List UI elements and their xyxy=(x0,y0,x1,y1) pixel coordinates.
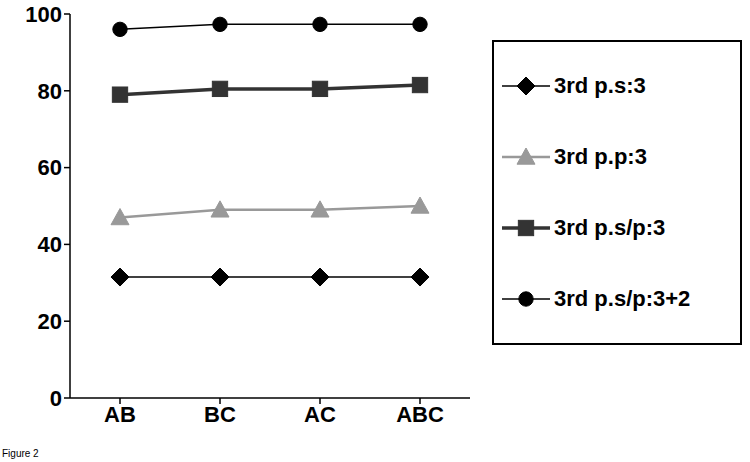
svg-text:0: 0 xyxy=(50,386,62,411)
html-text:3rd p.s:3: 3rd p.s:3 xyxy=(554,72,646,98)
svg-text:ABC: ABC xyxy=(396,402,444,427)
svg-text:AC: AC xyxy=(304,402,336,427)
html-text:3rd p.p:3: 3rd p.p:3 xyxy=(554,143,647,169)
svg-text:20: 20 xyxy=(38,309,62,334)
svg-text:100: 100 xyxy=(25,2,62,27)
html-text:3rd p.s/p:3+2: 3rd p.s/p:3+2 xyxy=(554,286,691,312)
svg-text:40: 40 xyxy=(38,232,62,257)
svg-text:AB: AB xyxy=(104,402,136,427)
svg-text:60: 60 xyxy=(38,155,62,180)
html-text:Figure 2: Figure 2 xyxy=(2,448,39,459)
svg-text:BC: BC xyxy=(204,402,236,427)
html-text:3rd p.s/p:3: 3rd p.s/p:3 xyxy=(554,215,666,241)
svg-text:80: 80 xyxy=(38,79,62,104)
